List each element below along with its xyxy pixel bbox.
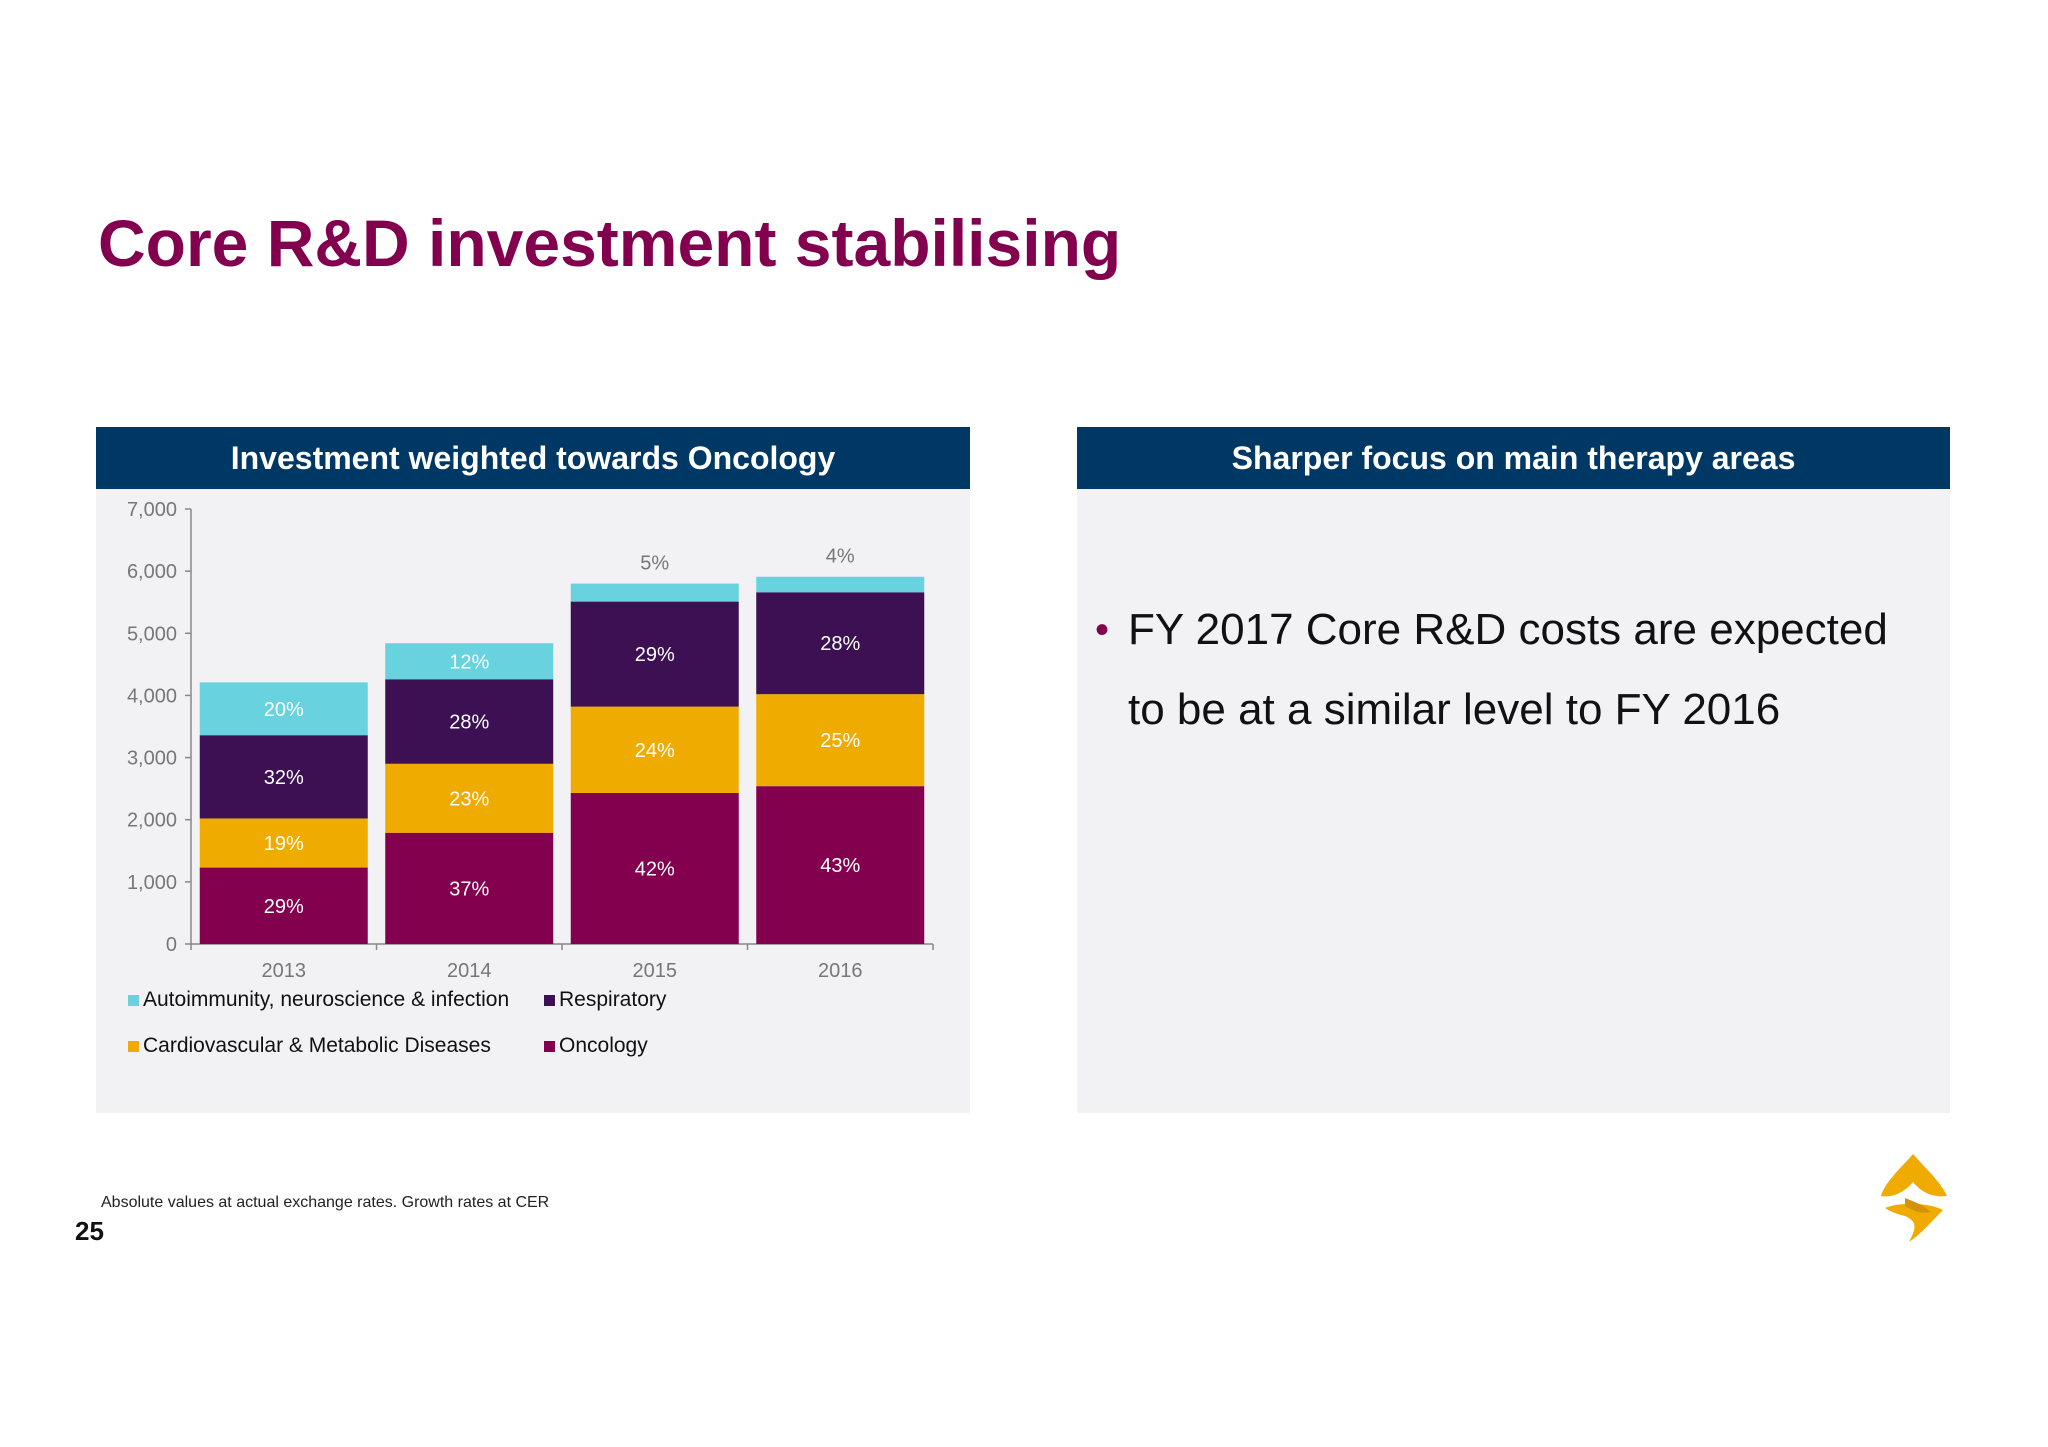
legend-label: Autoimmunity, neuroscience & infection — [143, 988, 509, 1011]
bullet-text: FY 2017 Core R&D costs are expected to b… — [1128, 605, 1888, 734]
data-label: 28% — [449, 712, 489, 734]
bar-segment — [570, 792, 739, 944]
data-label: 29% — [635, 644, 675, 666]
data-label: 5% — [640, 553, 669, 575]
y-tick-label: 7,000 — [127, 499, 177, 521]
legend-label: Cardiovascular & Metabolic Diseases — [143, 1034, 491, 1057]
bar-segment — [199, 682, 368, 736]
bar-segment — [570, 601, 739, 707]
data-label: 25% — [820, 730, 860, 752]
slide-title: Core R&D investment stabilising — [98, 206, 1122, 280]
bar-segment — [385, 763, 554, 833]
bullet-dot-icon: • — [1095, 608, 1110, 652]
data-label: 29% — [264, 896, 304, 918]
y-tick-label: 2,000 — [127, 810, 177, 832]
y-tick-label: 0 — [166, 934, 177, 956]
data-label: 23% — [449, 788, 489, 810]
bar-segment — [570, 583, 739, 602]
bullet-point: • FY 2017 Core R&D costs are expected to… — [1095, 590, 1935, 750]
legend-label: Respiratory — [559, 988, 667, 1011]
data-label: 20% — [264, 699, 304, 721]
data-label: 28% — [820, 633, 860, 655]
data-label: 32% — [264, 767, 304, 789]
bar-segment — [199, 818, 368, 868]
x-tick-label: 2014 — [447, 960, 492, 982]
y-tick-label: 6,000 — [127, 561, 177, 583]
focus-panel-header: Sharper focus on main therapy areas — [1077, 427, 1950, 489]
bar-segment — [756, 592, 925, 695]
bar-segment — [385, 679, 554, 764]
y-tick-label: 1,000 — [127, 872, 177, 894]
y-tick-label: 3,000 — [127, 748, 177, 770]
x-tick-label: 2013 — [262, 960, 307, 982]
astrazeneca-logo-icon — [1881, 1154, 1947, 1242]
focus-panel: Sharper focus on main therapy areas — [1077, 427, 1950, 1113]
x-tick-label: 2016 — [818, 960, 863, 982]
legend-swatch — [128, 1041, 139, 1052]
page-number: 25 — [75, 1216, 104, 1246]
bar-segment — [570, 706, 739, 793]
y-tick-label: 4,000 — [127, 685, 177, 707]
legend-swatch — [128, 995, 139, 1006]
stacked-bar-chart: 0 1,000 2,000 3,000 4,000 5,000 6,000 7,000 29% 1… — [127, 499, 934, 1057]
data-label: 24% — [635, 740, 675, 762]
bar-segment — [385, 643, 554, 680]
data-label: 12% — [449, 651, 489, 673]
legend-label: Oncology — [559, 1034, 648, 1057]
bar-segment — [756, 694, 925, 787]
bar-segment — [199, 735, 368, 819]
data-label: 43% — [820, 855, 860, 877]
chart-panel-header: Investment weighted towards Oncology — [96, 427, 970, 489]
legend-swatch — [544, 995, 555, 1006]
x-tick-label: 2015 — [633, 960, 678, 982]
bar-segment — [199, 867, 368, 944]
data-label: 37% — [449, 878, 489, 900]
data-label: 19% — [264, 833, 304, 855]
bar-segment — [756, 786, 925, 944]
y-tick-label: 5,000 — [127, 623, 177, 645]
legend-swatch — [544, 1041, 555, 1052]
data-label: 42% — [635, 858, 675, 880]
bar-segment — [385, 832, 554, 944]
bar-segment — [756, 576, 925, 593]
footnote: Absolute values at actual exchange rates… — [101, 1194, 550, 1211]
data-label: 4% — [826, 546, 855, 568]
